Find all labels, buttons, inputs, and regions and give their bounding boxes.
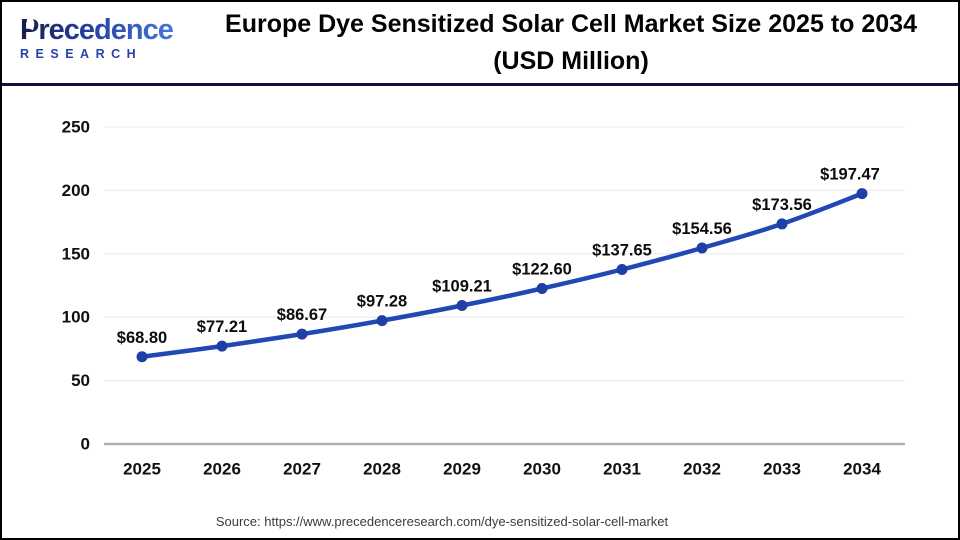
x-tick-label: 2028 — [363, 460, 401, 479]
data-label: $97.28 — [357, 293, 407, 311]
logo-wordmark: Precedence — [20, 14, 190, 46]
x-tick-label: 2025 — [123, 460, 161, 479]
precedence-research-logo: Precedence RESEARCH — [20, 14, 190, 61]
chart-title: Europe Dye Sensitized Solar Cell Market … — [192, 6, 950, 80]
chart-title-line2: (USD Million) — [493, 47, 649, 75]
header: Precedence RESEARCH Europe Dye Sensitize… — [2, 2, 958, 83]
x-tick-label: 2033 — [763, 460, 801, 479]
data-label: $77.21 — [197, 318, 247, 336]
trend-line — [139, 191, 865, 360]
y-tick-label: 200 — [62, 181, 90, 200]
data-point — [296, 328, 308, 340]
x-tick-label: 2032 — [683, 460, 721, 479]
data-label: $109.21 — [432, 278, 492, 296]
header-divider — [2, 83, 958, 86]
data-point — [696, 242, 708, 254]
data-point — [136, 351, 148, 363]
x-tick-label: 2031 — [603, 460, 641, 479]
y-tick-label: 0 — [81, 435, 90, 454]
data-label: $122.60 — [512, 261, 572, 279]
data-label: $68.80 — [117, 329, 167, 347]
y-tick-label: 150 — [62, 244, 90, 263]
data-point — [536, 283, 548, 295]
y-tick-label: 50 — [71, 371, 90, 390]
data-point — [856, 188, 868, 200]
x-tick-label: 2029 — [443, 460, 481, 479]
data-label: $137.65 — [592, 241, 652, 259]
y-tick-label: 250 — [62, 118, 90, 137]
data-point — [216, 340, 228, 352]
data-label: $197.47 — [820, 166, 880, 184]
data-label: $154.56 — [672, 220, 732, 238]
data-point — [376, 315, 388, 327]
chart-title-line1: Europe Dye Sensitized Solar Cell Market … — [225, 10, 917, 38]
source-attribution: Source: https://www.precedenceresearch.c… — [215, 514, 669, 529]
x-tick-label: 2034 — [843, 460, 881, 479]
data-label: $173.56 — [752, 196, 812, 214]
data-label: $86.67 — [277, 306, 327, 324]
x-tick-label: 2030 — [523, 460, 561, 479]
y-tick-label: 100 — [62, 308, 90, 327]
x-tick-label: 2026 — [203, 460, 241, 479]
data-point — [776, 218, 788, 230]
x-tick-label: 2027 — [283, 460, 321, 479]
logo-subtitle: RESEARCH — [20, 47, 143, 61]
data-point — [616, 263, 628, 275]
data-point — [456, 300, 468, 312]
